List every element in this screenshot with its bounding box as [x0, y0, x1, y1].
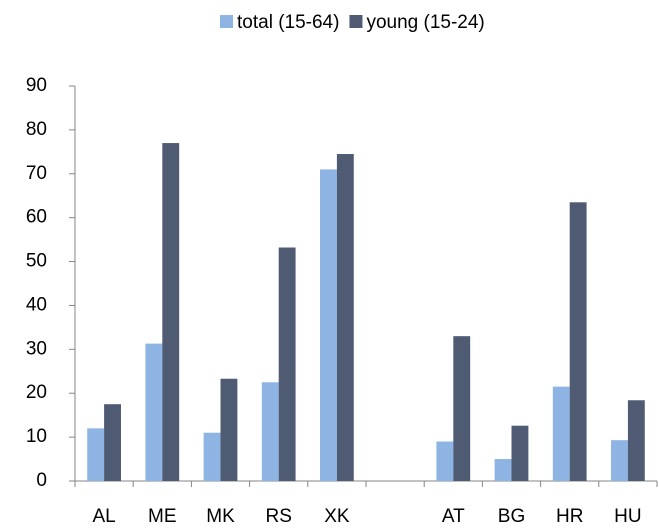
y-tick-label: 60 — [26, 207, 47, 228]
bar — [569, 202, 587, 482]
bar — [278, 247, 296, 481]
y-tick-label: 30 — [26, 338, 47, 359]
bar — [320, 169, 337, 481]
bar — [87, 428, 105, 481]
y-tick-label: 70 — [26, 163, 47, 184]
bar — [627, 400, 645, 481]
bar — [104, 404, 121, 481]
y-tick-label: 0 — [36, 470, 47, 491]
bar — [336, 154, 354, 481]
x-tick-label: RS — [265, 506, 291, 527]
x-tick-label: BG — [498, 506, 525, 527]
x-tick-label: HU — [614, 506, 641, 527]
y-tick-label: 40 — [26, 294, 47, 315]
bar — [220, 378, 238, 481]
legend-label: young (15-24) — [366, 12, 484, 33]
bar — [511, 425, 529, 481]
legend-swatch — [349, 15, 363, 28]
bar — [145, 343, 163, 481]
legend-swatch — [220, 15, 233, 28]
bar — [162, 143, 180, 482]
x-tick-label: XK — [324, 506, 350, 527]
y-tick-label: 90 — [26, 75, 47, 96]
x-tick-label: AL — [92, 506, 115, 527]
y-tick-label: 80 — [26, 119, 47, 140]
x-tick-label: HR — [556, 506, 583, 527]
x-tick-label: AT — [442, 506, 465, 527]
y-tick-label: 10 — [26, 426, 47, 447]
bar — [436, 441, 454, 481]
bar — [453, 336, 471, 481]
y-tick-label: 50 — [26, 251, 47, 272]
bar — [261, 382, 279, 481]
x-tick-label: MK — [206, 506, 235, 527]
x-tick-label: ME — [148, 506, 177, 527]
bar — [552, 386, 570, 481]
y-tick-label: 20 — [26, 382, 47, 403]
bar — [611, 440, 628, 481]
bar — [203, 432, 221, 481]
legend-label: total (15-64) — [237, 12, 339, 33]
bar — [494, 459, 512, 481]
